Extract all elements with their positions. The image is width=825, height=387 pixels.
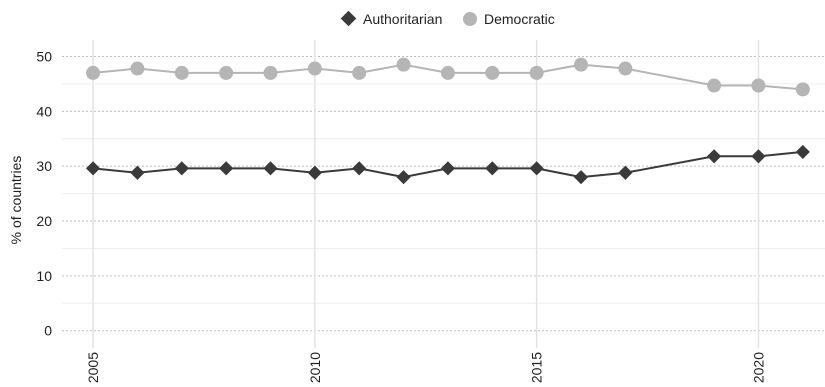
data-point-democratic <box>263 66 277 80</box>
y-axis-ticks: 0 10 20 30 40 50 <box>36 48 52 338</box>
data-point-authoritarian <box>86 161 100 175</box>
data-point-authoritarian <box>175 161 189 175</box>
data-point-authoritarian <box>796 145 810 159</box>
data-point-authoritarian <box>308 166 322 180</box>
data-point-democratic <box>751 79 765 93</box>
y-tick-label: 40 <box>36 103 52 119</box>
data-point-authoritarian <box>263 161 277 175</box>
data-point-democratic <box>441 66 455 80</box>
x-tick-label: 2010 <box>307 352 323 383</box>
data-point-democratic <box>485 66 499 80</box>
data-point-authoritarian <box>219 161 233 175</box>
legend-marker-authoritarian <box>341 11 357 27</box>
data-point-authoritarian <box>530 161 544 175</box>
data-point-democratic <box>707 79 721 93</box>
legend-label-authoritarian: Authoritarian <box>363 11 442 27</box>
data-point-democratic <box>130 62 144 76</box>
series-lines <box>93 65 803 177</box>
data-point-authoritarian <box>574 170 588 184</box>
legend: Authoritarian Democratic <box>341 11 555 27</box>
series-points <box>86 58 810 185</box>
data-point-authoritarian <box>485 161 499 175</box>
data-point-democratic <box>574 58 588 72</box>
x-axis-ticks: 2005 2010 2015 2020 <box>85 352 766 383</box>
data-point-authoritarian <box>397 170 411 184</box>
data-point-democratic <box>219 66 233 80</box>
x-tick-label: 2005 <box>85 352 101 383</box>
y-tick-label: 50 <box>36 48 52 64</box>
data-point-authoritarian <box>130 166 144 180</box>
data-point-authoritarian <box>618 166 632 180</box>
data-point-democratic <box>530 66 544 80</box>
data-point-democratic <box>796 82 810 96</box>
legend-item-democratic: Democratic <box>463 11 555 27</box>
data-point-democratic <box>352 66 366 80</box>
data-point-authoritarian <box>707 149 721 163</box>
y-axis-title: % of countries <box>8 156 24 245</box>
y-tick-label: 30 <box>36 158 52 174</box>
data-point-democratic <box>618 62 632 76</box>
data-point-democratic <box>308 62 322 76</box>
data-point-authoritarian <box>352 161 366 175</box>
y-tick-label: 0 <box>44 323 52 339</box>
x-tick-label: 2015 <box>529 352 545 383</box>
y-tick-label: 20 <box>36 213 52 229</box>
data-point-democratic <box>86 66 100 80</box>
legend-label-democratic: Democratic <box>484 11 555 27</box>
legend-marker-democratic <box>463 12 477 26</box>
data-point-authoritarian <box>751 149 765 163</box>
data-point-authoritarian <box>441 161 455 175</box>
x-tick-label: 2020 <box>750 352 766 383</box>
data-point-democratic <box>175 66 189 80</box>
data-point-democratic <box>397 58 411 72</box>
grid-minor <box>62 84 825 303</box>
y-tick-label: 10 <box>36 268 52 284</box>
legend-item-authoritarian: Authoritarian <box>341 11 443 27</box>
